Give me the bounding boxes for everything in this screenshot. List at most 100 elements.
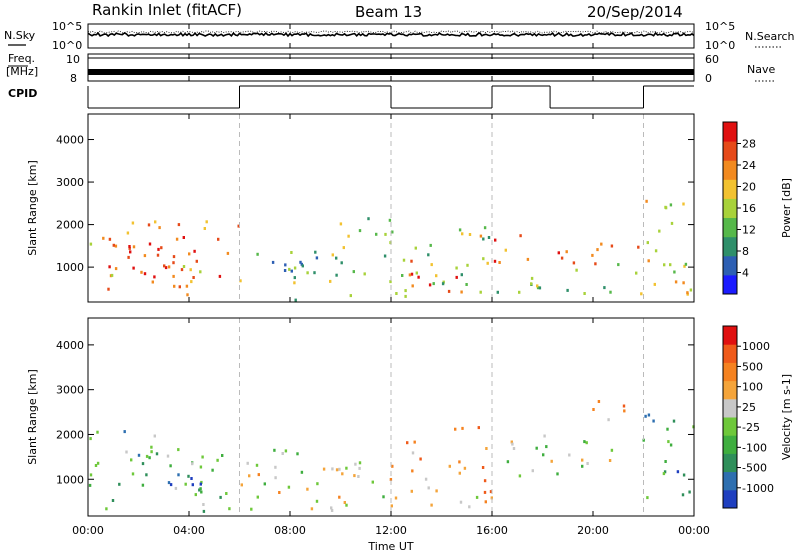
colorbar-swatch xyxy=(723,198,737,218)
heatmap-cell xyxy=(430,263,433,267)
heatmap-cell xyxy=(200,490,203,494)
heatmap-cell xyxy=(429,243,432,247)
heatmap-cell xyxy=(225,492,228,495)
heatmap-cell xyxy=(654,249,658,253)
nave-tick-low: 0 xyxy=(705,72,712,85)
heatmap-cell xyxy=(681,493,685,497)
colorbar-tick-label: -1000 xyxy=(742,482,774,495)
heatmap-cell xyxy=(284,263,287,267)
heatmap-cell xyxy=(430,503,433,507)
heatmap-cell xyxy=(190,280,193,284)
heatmap-cell xyxy=(141,462,145,466)
heatmap-cell xyxy=(102,236,105,240)
heatmap-cell xyxy=(468,233,472,236)
colorbar-swatch xyxy=(723,471,737,491)
heatmap-cell xyxy=(415,271,418,275)
nsearch-label: N.Search xyxy=(745,30,795,43)
freq-label: Freq. xyxy=(8,52,35,65)
heatmap-cell xyxy=(313,271,316,275)
heatmap-cell xyxy=(519,234,522,238)
colorbar-swatch xyxy=(723,179,737,199)
heatmap-cell xyxy=(288,267,291,271)
colorbar-swatch xyxy=(723,435,737,454)
heatmap-cell xyxy=(148,242,152,246)
heatmap-cell xyxy=(278,491,281,494)
heatmap-cell xyxy=(343,501,346,504)
heatmap-cell xyxy=(256,252,259,256)
heatmap-cell xyxy=(240,483,243,487)
heatmap-cell xyxy=(154,220,157,224)
heatmap-cell xyxy=(205,220,208,224)
heatmap-cell xyxy=(141,483,145,487)
heatmap-cell xyxy=(255,463,259,467)
colorbar-swatch xyxy=(723,122,737,142)
colorbar-tick-label: 12 xyxy=(742,224,756,237)
heatmap-cell xyxy=(466,263,469,267)
heatmap-cell xyxy=(331,467,334,471)
heatmap-cell xyxy=(448,464,451,468)
heatmap-cell xyxy=(414,246,417,250)
heatmap-cell xyxy=(177,448,180,452)
heatmap-cell xyxy=(389,478,393,481)
heatmap-cell xyxy=(417,275,420,279)
heatmap-cell xyxy=(394,496,398,500)
heatmap-cell xyxy=(239,279,242,283)
heatmap-cell xyxy=(363,272,366,276)
heatmap-cell xyxy=(128,246,131,250)
heatmap-cell xyxy=(575,268,578,272)
heatmap-cell xyxy=(184,482,187,486)
heatmap-cell xyxy=(556,472,559,476)
heatmap-cell xyxy=(428,283,432,287)
freq-tick-low: 8 xyxy=(70,72,77,85)
heatmap-cell xyxy=(371,480,374,484)
heatmap-cell xyxy=(202,509,206,513)
heatmap-cell xyxy=(126,231,130,235)
heatmap-cell xyxy=(504,248,507,252)
heatmap-cell xyxy=(538,286,542,290)
heatmap-cell xyxy=(155,452,159,456)
heatmap-cell xyxy=(349,294,352,298)
heatmap-cell xyxy=(490,496,493,500)
heatmap-cell xyxy=(357,475,360,478)
heatmap-cell xyxy=(536,286,540,290)
heatmap-cell xyxy=(408,273,412,277)
heatmap-cell xyxy=(481,466,485,469)
y-tick-label: 3000 xyxy=(56,384,84,397)
heatmap-cell xyxy=(583,440,586,444)
heatmap-cell xyxy=(192,276,195,279)
heatmap-cell xyxy=(672,419,676,423)
colorbar-tick-label: 8 xyxy=(742,245,749,258)
heatmap-cell xyxy=(670,221,674,225)
heatmap-cell xyxy=(237,224,240,228)
nsky-trace xyxy=(87,31,695,38)
heatmap-cell xyxy=(647,413,651,417)
heatmap-cell xyxy=(596,248,599,252)
nave-tick-high: 60 xyxy=(705,53,719,66)
heatmap-cell xyxy=(358,466,361,470)
heatmap-cell xyxy=(315,256,319,260)
colorbar-swatch xyxy=(723,326,737,345)
heatmap-cell xyxy=(335,273,338,277)
nsearch-trace xyxy=(87,30,695,34)
colorbar-swatch xyxy=(723,344,737,363)
heatmap-cell xyxy=(586,462,589,465)
heatmap-cell xyxy=(199,270,202,274)
heatmap-cell xyxy=(167,481,171,485)
heatmap-cell xyxy=(132,245,136,249)
heatmap-cell xyxy=(172,274,175,278)
heatmap-cell xyxy=(600,242,603,246)
heatmap-cell xyxy=(246,461,249,465)
heatmap-cell xyxy=(640,292,643,296)
heatmap-cell xyxy=(518,290,521,294)
x-tick-label: 00:00 xyxy=(72,524,104,537)
heatmap-cell xyxy=(178,285,181,289)
colorbar-label: Velocity [m s-1] xyxy=(780,374,793,460)
heatmap-cell xyxy=(164,266,168,270)
heatmap-cell xyxy=(342,246,345,250)
heatmap-cell xyxy=(199,487,202,491)
heatmap-cell xyxy=(110,273,114,277)
heatmap-cell xyxy=(129,250,132,254)
heatmap-cell xyxy=(294,298,297,302)
colorbar-tick-label: 24 xyxy=(742,159,756,172)
